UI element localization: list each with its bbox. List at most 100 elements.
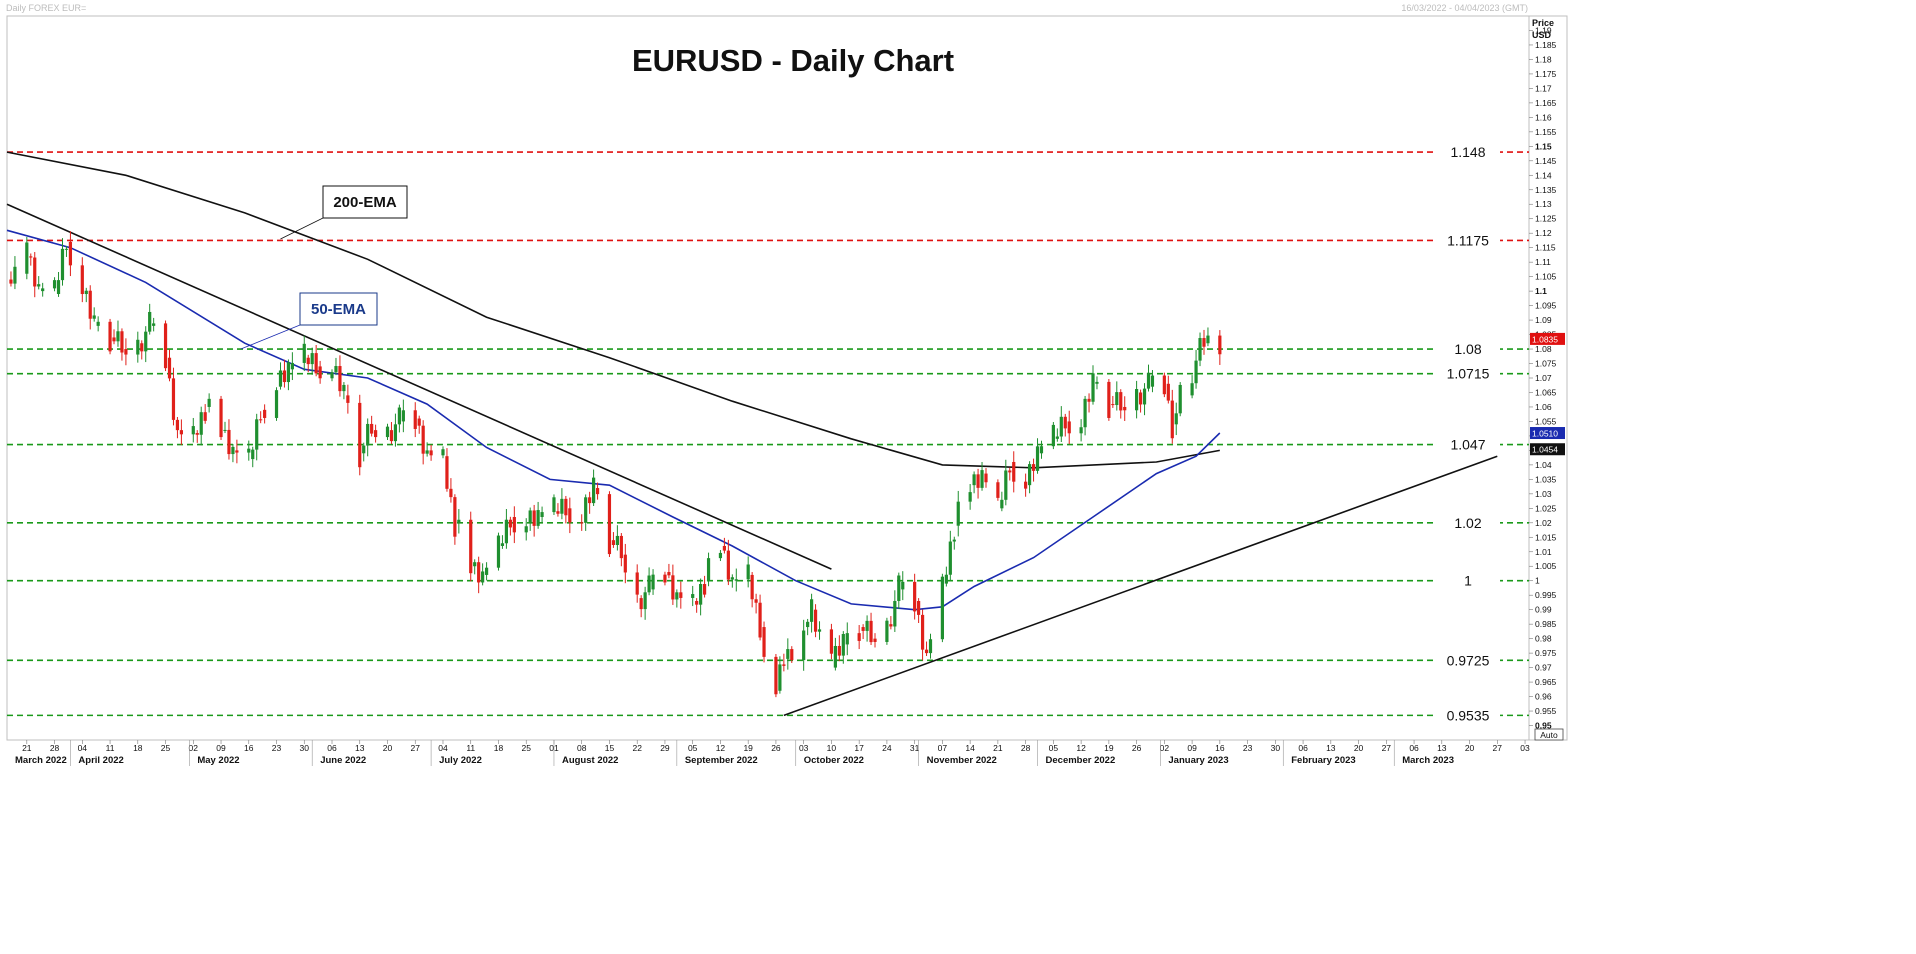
candle-body xyxy=(152,323,156,326)
candle-body xyxy=(199,412,203,435)
candle-body xyxy=(358,402,362,468)
ema50-callout-leader xyxy=(240,324,301,350)
candle-body xyxy=(1198,338,1202,361)
candle-body xyxy=(718,552,723,559)
candle-body xyxy=(92,315,96,319)
level-label: 1.148 xyxy=(1450,144,1485,160)
ascending-trendline xyxy=(783,455,1498,717)
candle-body xyxy=(913,581,917,612)
y-tick-label: 1.005 xyxy=(1535,561,1557,571)
candle-body xyxy=(1083,398,1087,428)
x-tick-label: 19 xyxy=(1104,743,1114,753)
candle-body xyxy=(29,256,33,258)
y-tick-label: 0.98 xyxy=(1535,634,1552,644)
y-tick-label: 1.15 xyxy=(1535,141,1552,151)
candle-body xyxy=(231,446,235,455)
y-tick-label: 1.035 xyxy=(1535,474,1557,484)
candle-body xyxy=(809,599,814,622)
y-tick-label: 1.06 xyxy=(1535,402,1552,412)
candle-body xyxy=(108,321,112,352)
candle-body xyxy=(290,362,294,370)
candle-body xyxy=(302,343,306,363)
candle-body xyxy=(481,571,485,583)
x-tick-label: 06 xyxy=(327,743,337,753)
month-label: October 2022 xyxy=(804,755,864,766)
x-tick-label: 09 xyxy=(1187,743,1197,753)
candle-body xyxy=(37,284,41,287)
candle-body xyxy=(445,456,449,489)
y-tick-label: 1.145 xyxy=(1535,156,1557,166)
candle-body xyxy=(1146,372,1151,389)
candle-body xyxy=(837,645,841,656)
candle-body xyxy=(1039,446,1044,454)
candle-body xyxy=(512,517,516,533)
price-labels: 1.0835 1.0510 1.0454 xyxy=(1530,332,1565,456)
y-tick-label: 1.04 xyxy=(1535,460,1552,470)
candle-body xyxy=(342,384,346,392)
candle-body xyxy=(449,488,453,498)
auto-scale-label: Auto xyxy=(1540,730,1558,740)
candle-body xyxy=(861,627,865,631)
candle-body xyxy=(124,349,128,355)
candle-body xyxy=(112,337,116,342)
y-tick-label: 1.09 xyxy=(1535,315,1552,325)
candle-body xyxy=(917,600,921,615)
candle-body xyxy=(1170,400,1174,439)
x-tick-label: 21 xyxy=(22,743,32,753)
x-tick-label: 22 xyxy=(632,743,642,753)
candle-body xyxy=(552,497,556,513)
x-tick-label: 18 xyxy=(133,743,143,753)
ema50-callout-box xyxy=(299,292,378,326)
month-label: July 2022 xyxy=(439,755,482,766)
candle-body xyxy=(251,449,255,460)
candle-body xyxy=(671,575,675,600)
candle-body xyxy=(96,321,100,326)
price-label-bg xyxy=(1530,443,1565,456)
candle-body xyxy=(64,248,69,250)
month-label: June 2022 xyxy=(320,755,366,766)
y-tick-label: 0.95 xyxy=(1535,721,1552,731)
candle-body xyxy=(1000,499,1004,509)
candle-body xyxy=(1004,470,1008,500)
candle-body xyxy=(282,370,287,383)
candle-body xyxy=(203,412,207,421)
candle-body xyxy=(310,353,314,365)
candle-body xyxy=(667,572,671,576)
candle-body xyxy=(968,492,972,502)
candle-body xyxy=(457,519,461,523)
candle-body xyxy=(171,378,176,420)
candle-body xyxy=(1024,481,1028,489)
candle-body xyxy=(1008,470,1012,473)
candle-body xyxy=(116,331,120,342)
candle-body xyxy=(774,656,778,695)
month-label: August 2022 xyxy=(562,755,619,766)
candle-body xyxy=(1091,373,1095,402)
month-label: September 2022 xyxy=(685,755,758,766)
y-tick-label: 0.96 xyxy=(1535,692,1552,702)
x-tick-label: 15 xyxy=(605,743,615,753)
level-label-bg xyxy=(1436,572,1500,589)
x-tick-label: 04 xyxy=(78,743,88,753)
candle-body xyxy=(1087,398,1091,402)
price-axis[interactable] xyxy=(1528,15,1568,741)
candle-body xyxy=(413,410,417,429)
price-label-bg xyxy=(1530,427,1565,440)
candle-body xyxy=(857,633,861,641)
price-axis-title-price: Price xyxy=(1532,18,1554,28)
candle-body xyxy=(806,621,810,628)
candle-body xyxy=(588,497,592,504)
candle-body xyxy=(1115,392,1119,406)
candle-body xyxy=(699,584,703,605)
y-tick-label: 0.99 xyxy=(1535,605,1552,615)
candle-body xyxy=(330,372,334,379)
candle-body xyxy=(865,620,869,631)
candle-body xyxy=(635,572,639,595)
candle-body xyxy=(611,540,616,546)
auto-scale-button[interactable] xyxy=(1534,728,1564,741)
y-tick-label: 1.13 xyxy=(1535,199,1552,209)
candle-body xyxy=(504,519,509,544)
candle-body xyxy=(1174,413,1178,425)
x-tick-label: 26 xyxy=(771,743,781,753)
y-tick-label: 1.155 xyxy=(1535,127,1557,137)
candle-body xyxy=(346,395,350,403)
